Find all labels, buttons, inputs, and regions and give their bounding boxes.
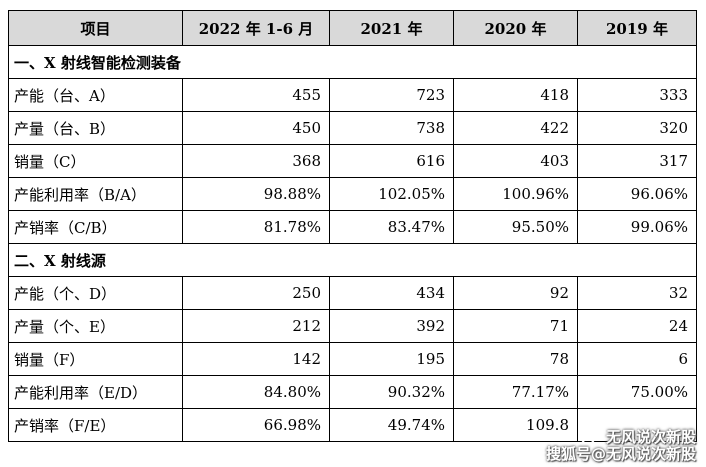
table-row: 产能利用率（E/D） 84.80% 90.32% 77.17% 75.00% bbox=[8, 375, 697, 409]
header-2020: 2020 年 bbox=[453, 10, 578, 46]
table-row: 销量（F） 142 195 78 6 bbox=[8, 342, 697, 376]
table-cell: 195 bbox=[329, 342, 454, 376]
row-label: 产能（个、D） bbox=[8, 276, 183, 310]
table-cell: 24 bbox=[577, 309, 697, 343]
row-label: 产能（台、A） bbox=[8, 78, 183, 112]
table-cell: 403 bbox=[453, 144, 578, 178]
table-cell: 100.96% bbox=[453, 177, 578, 211]
table-row: 产销率（F/E） 66.98% 49.74% 109.8 bbox=[8, 408, 697, 442]
row-label: 销量（C） bbox=[8, 144, 183, 178]
table-cell: 250 bbox=[182, 276, 330, 310]
table-row: 产销率（C/B） 81.78% 83.47% 95.50% 99.06% bbox=[8, 210, 697, 244]
header-2021: 2021 年 bbox=[329, 10, 454, 46]
header-item: 项目 bbox=[8, 10, 183, 46]
capacity-table: 项目 2022 年 1-6 月 2021 年 2020 年 2019 年 一、X… bbox=[8, 10, 697, 442]
table-cell: 84.80% bbox=[182, 375, 330, 409]
row-label: 产能利用率（B/A） bbox=[8, 177, 183, 211]
table-cell: 422 bbox=[453, 111, 578, 145]
row-label: 产能利用率（E/D） bbox=[8, 375, 183, 409]
row-label: 销量（F） bbox=[8, 342, 183, 376]
table-cell: 368 bbox=[182, 144, 330, 178]
row-label: 产销率（C/B） bbox=[8, 210, 183, 244]
table-cell: 212 bbox=[182, 309, 330, 343]
table-cell: 320 bbox=[577, 111, 697, 145]
table-cell: 6 bbox=[577, 342, 697, 376]
table-row: 产能（台、A） 455 723 418 333 bbox=[8, 78, 697, 112]
header-2022h1: 2022 年 1-6 月 bbox=[182, 10, 330, 46]
table-cell: 71 bbox=[453, 309, 578, 343]
table-cell: 95.50% bbox=[453, 210, 578, 244]
table-cell: 109.8 bbox=[453, 408, 578, 442]
table-cell: 418 bbox=[453, 78, 578, 112]
table-cell: 66.98% bbox=[182, 408, 330, 442]
table-cell: 81.78% bbox=[182, 210, 330, 244]
table-cell: 49.74% bbox=[329, 408, 454, 442]
header-2019: 2019 年 bbox=[577, 10, 697, 46]
row-label: 产量（个、E） bbox=[8, 309, 183, 343]
table-cell: 455 bbox=[182, 78, 330, 112]
section-title: 二、X 射线源 bbox=[8, 243, 697, 277]
table-cell: 616 bbox=[329, 144, 454, 178]
table-body: 一、X 射线智能检测装备 产能（台、A） 455 723 418 333 产量（台、B） 45… bbox=[8, 45, 697, 442]
table-row: 产量（个、E） 212 392 71 24 bbox=[8, 309, 697, 343]
section-row: 二、X 射线源 bbox=[8, 243, 697, 277]
row-label: 产量（台、B） bbox=[8, 111, 183, 145]
table-cell: 723 bbox=[329, 78, 454, 112]
table-cell: 738 bbox=[329, 111, 454, 145]
table-row: 销量（C） 368 616 403 317 bbox=[8, 144, 697, 178]
table-cell: 102.05% bbox=[329, 177, 454, 211]
table-cell bbox=[577, 408, 697, 442]
table-cell: 75.00% bbox=[577, 375, 697, 409]
table-row: 产能利用率（B/A） 98.88% 102.05% 100.96% 96.06% bbox=[8, 177, 697, 211]
table-cell: 90.32% bbox=[329, 375, 454, 409]
table-row: 产能（个、D） 250 434 92 32 bbox=[8, 276, 697, 310]
section-title: 一、X 射线智能检测装备 bbox=[8, 45, 697, 79]
table-row: 产量（台、B） 450 738 422 320 bbox=[8, 111, 697, 145]
table-cell: 450 bbox=[182, 111, 330, 145]
table-cell: 434 bbox=[329, 276, 454, 310]
table-cell: 317 bbox=[577, 144, 697, 178]
table-cell: 142 bbox=[182, 342, 330, 376]
table-cell: 392 bbox=[329, 309, 454, 343]
table-cell: 78 bbox=[453, 342, 578, 376]
table-cell: 99.06% bbox=[577, 210, 697, 244]
header-row: 项目 2022 年 1-6 月 2021 年 2020 年 2019 年 bbox=[8, 10, 697, 46]
table-cell: 32 bbox=[577, 276, 697, 310]
table-cell: 83.47% bbox=[329, 210, 454, 244]
section-row: 一、X 射线智能检测装备 bbox=[8, 45, 697, 79]
table-cell: 333 bbox=[577, 78, 697, 112]
table-cell: 92 bbox=[453, 276, 578, 310]
table-cell: 96.06% bbox=[577, 177, 697, 211]
table-cell: 98.88% bbox=[182, 177, 330, 211]
watermark-source: 搜狐号@无风说次新股 bbox=[545, 445, 696, 463]
table-cell: 77.17% bbox=[453, 375, 578, 409]
row-label: 产销率（F/E） bbox=[8, 408, 183, 442]
